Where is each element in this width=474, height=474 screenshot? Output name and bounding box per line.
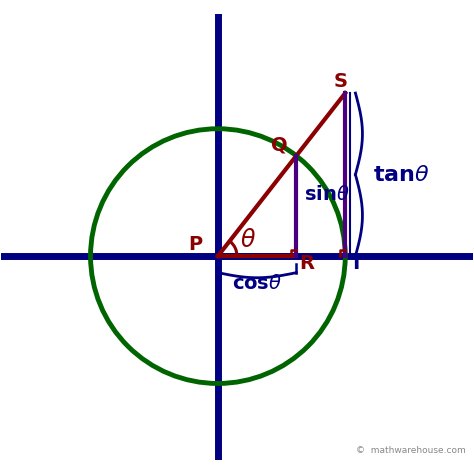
Text: S: S (333, 72, 347, 91)
Text: sin$\theta$: sin$\theta$ (304, 184, 350, 203)
Text: T: T (350, 254, 364, 273)
Text: R: R (299, 254, 314, 273)
Text: cos$\theta$: cos$\theta$ (232, 274, 282, 293)
Text: Q: Q (271, 136, 287, 155)
Text: tan$\theta$: tan$\theta$ (373, 164, 430, 184)
Text: $\theta$: $\theta$ (239, 228, 255, 252)
Text: ©  mathwarehouse.com: © mathwarehouse.com (356, 446, 466, 455)
Text: P: P (189, 235, 202, 254)
